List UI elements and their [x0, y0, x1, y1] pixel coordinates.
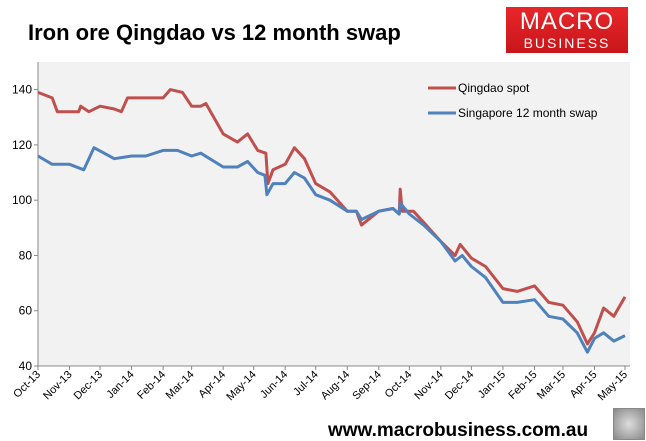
series-line-singapore-swap	[37, 146, 626, 354]
x-tick-label: Feb-14	[135, 369, 168, 402]
y-tick-label: 100	[12, 193, 32, 207]
series-line-qingdao-spot	[37, 88, 627, 346]
x-tick-label: Dec-14	[443, 369, 477, 403]
legend-label: Qingdao spot	[458, 81, 530, 95]
y-tick-label: 40	[19, 359, 33, 373]
x-tick-label: Dec-13	[72, 369, 106, 403]
y-tick-label: 60	[19, 304, 33, 318]
x-tick-label: Nov-13	[41, 369, 75, 403]
x-tick-label: Nov-14	[412, 369, 446, 403]
x-tick-label: Jun-14	[258, 369, 290, 401]
footer-url: www.macrobusiness.com.au	[328, 420, 589, 441]
x-tick-label: Aug-14	[319, 369, 353, 403]
macrobusiness-logo: MACRO BUSINESS	[506, 7, 628, 53]
x-tick-label: Oct-13	[11, 369, 43, 401]
wolf-logo-image	[613, 408, 645, 440]
x-tick-label: May-14	[224, 369, 258, 403]
x-tick-label: Mar-14	[164, 369, 197, 402]
x-tick-label: Apr-15	[568, 369, 600, 401]
y-tick-label: 80	[19, 248, 33, 262]
x-tick-label: Mar-15	[535, 369, 568, 402]
x-tick-label: Jan-14	[104, 369, 136, 401]
legend-label: Singapore 12 month swap	[458, 106, 598, 120]
logo-line2: BUSINESS	[523, 35, 611, 51]
chart-title: Iron ore Qingdao vs 12 month swap	[28, 20, 401, 45]
y-tick-label: 120	[12, 138, 32, 152]
y-tick-label: 140	[12, 83, 32, 97]
x-tick-label: Jul-14	[291, 369, 321, 399]
x-tick-label: Oct-14	[383, 369, 415, 401]
x-tick-label: Sep-14	[350, 369, 384, 403]
x-tick-label: May-15	[596, 369, 630, 403]
logo-line1: MACRO	[519, 8, 615, 35]
x-tick-label: Jan-15	[476, 369, 508, 401]
x-tick-label: Apr-14	[196, 369, 228, 401]
x-tick-label: Feb-15	[506, 369, 539, 402]
plot-area	[38, 62, 630, 366]
